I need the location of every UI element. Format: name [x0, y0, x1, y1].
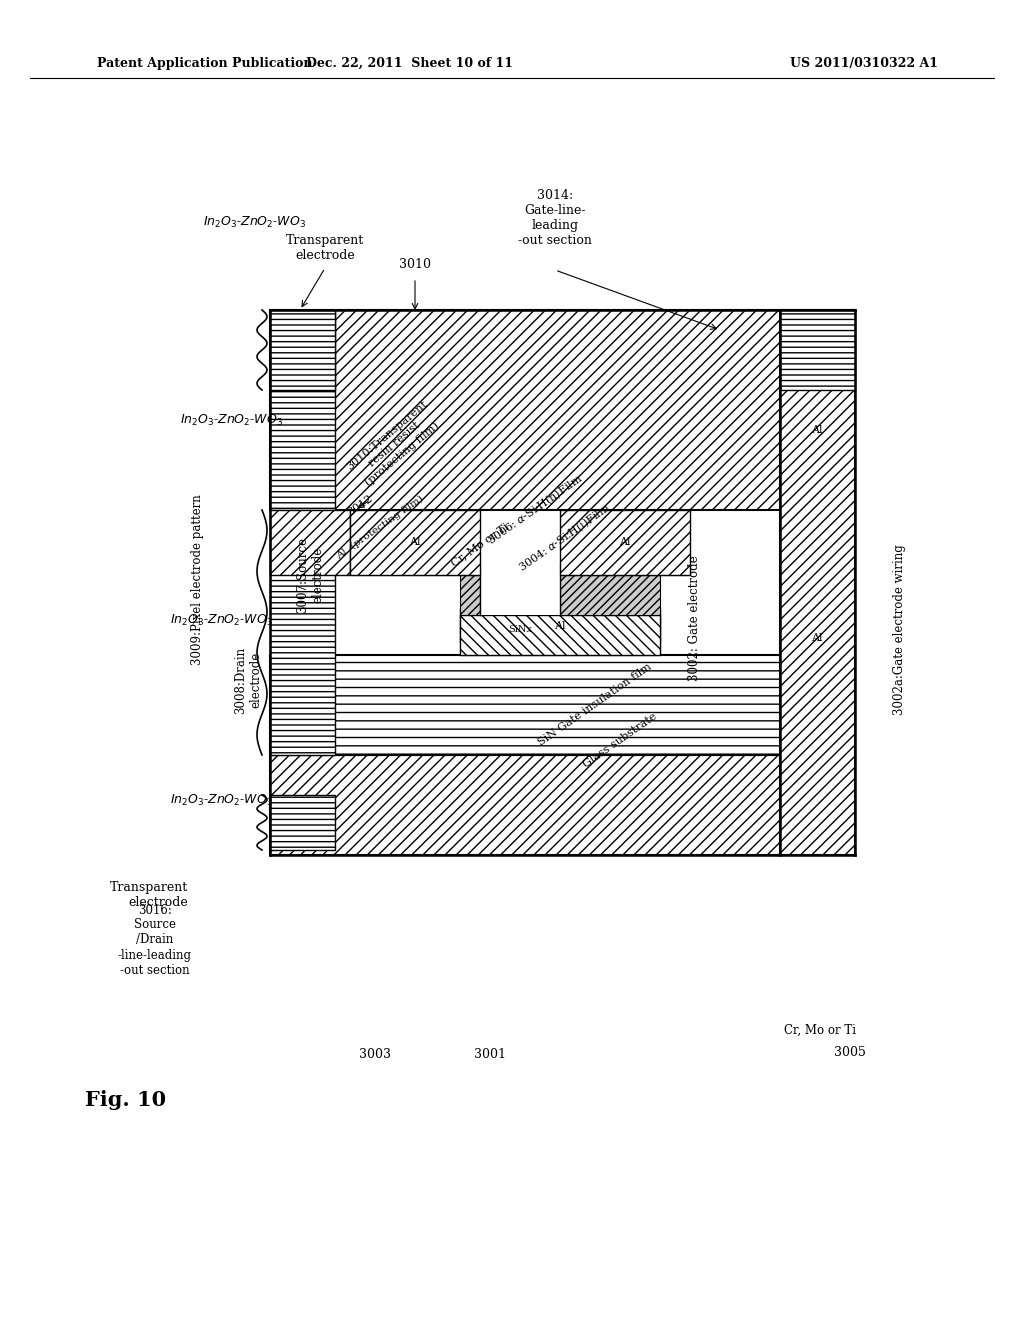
Text: Transparent
electrode: Transparent electrode — [286, 234, 365, 261]
Text: 3016:
Source
/Drain
-line-leading
-out section: 3016: Source /Drain -line-leading -out s… — [118, 903, 193, 977]
Text: Al: Al — [811, 425, 822, 436]
Text: US 2011/0310322 A1: US 2011/0310322 A1 — [790, 57, 938, 70]
Text: 3010:Transparent
resin resist
(protecting film): 3010:Transparent resin resist (protectin… — [345, 399, 445, 491]
Bar — [460, 643, 660, 655]
Text: 3006: $\alpha$-Si:H(n)Film: 3006: $\alpha$-Si:H(n)Film — [484, 471, 586, 549]
Bar — [270, 795, 335, 850]
Bar — [560, 565, 690, 576]
Text: Cr, Mo or Ti: Cr, Mo or Ti — [784, 1023, 856, 1036]
Text: Patent Application Publication: Patent Application Publication — [97, 57, 312, 70]
Bar — [460, 609, 660, 643]
Text: 3005: 3005 — [835, 1045, 866, 1059]
Bar — [270, 510, 350, 576]
Text: 3007:Source
electrode: 3007:Source electrode — [296, 537, 324, 612]
Bar — [460, 576, 480, 615]
Text: 3002a:Gate electrode wiring: 3002a:Gate electrode wiring — [894, 545, 906, 715]
Bar — [350, 565, 480, 576]
Bar — [270, 310, 855, 510]
Bar — [270, 510, 335, 755]
Text: Glass substrate: Glass substrate — [582, 711, 658, 770]
Text: Al: Al — [811, 634, 822, 643]
Text: 3001: 3001 — [474, 1048, 506, 1061]
Text: 3004: $\alpha$-Si:H(i)Film: 3004: $\alpha$-Si:H(i)Film — [516, 500, 614, 576]
Text: 3014:
Gate-line-
leading
-out section: 3014: Gate-line- leading -out section — [518, 189, 592, 247]
Bar — [560, 510, 690, 576]
Text: Al: Al — [410, 537, 421, 546]
Bar — [350, 510, 480, 576]
Text: 3003: 3003 — [359, 1048, 391, 1061]
Text: SiNx: SiNx — [508, 626, 531, 635]
Bar — [460, 615, 660, 655]
Text: Dec. 22, 2011  Sheet 10 of 11: Dec. 22, 2011 Sheet 10 of 11 — [306, 57, 513, 70]
Bar — [270, 310, 335, 389]
Text: 3009:Pixel electrode pattern: 3009:Pixel electrode pattern — [190, 495, 204, 665]
Text: SiN Gate insulation film: SiN Gate insulation film — [537, 661, 653, 748]
Text: $In_2O_3$-$ZnO_2$-$WO_3$: $In_2O_3$-$ZnO_2$-$WO_3$ — [180, 412, 284, 428]
Bar — [270, 755, 855, 855]
Text: 3008:Drain
electrode: 3008:Drain electrode — [234, 647, 262, 714]
Text: 3010: 3010 — [399, 259, 431, 272]
Text: $In_2O_3$-$ZnO_2$-$WO_3$: $In_2O_3$-$ZnO_2$-$WO_3$ — [170, 792, 273, 808]
Bar — [270, 655, 855, 755]
Text: 3002: Gate electrode: 3002: Gate electrode — [688, 556, 701, 681]
Text: Al  (protecting film): Al (protecting film) — [335, 494, 425, 561]
Text: Transparent
electrode: Transparent electrode — [110, 880, 188, 909]
Text: $In_2O_3$-$ZnO_2$-$WO_3$: $In_2O_3$-$ZnO_2$-$WO_3$ — [170, 612, 273, 627]
Bar — [780, 310, 855, 855]
Text: Al: Al — [554, 620, 565, 631]
Text: Al: Al — [620, 537, 631, 546]
Bar — [270, 310, 335, 510]
Text: $In_2O_3$-$ZnO_2$-$WO_3$: $In_2O_3$-$ZnO_2$-$WO_3$ — [204, 214, 306, 230]
Bar — [560, 576, 660, 615]
Text: Cr, Mo or Ti: Cr, Mo or Ti — [450, 521, 511, 569]
Bar — [480, 576, 560, 615]
Bar — [780, 310, 855, 389]
Text: 3012: 3012 — [345, 492, 375, 517]
Text: Fig. 10: Fig. 10 — [85, 1090, 166, 1110]
